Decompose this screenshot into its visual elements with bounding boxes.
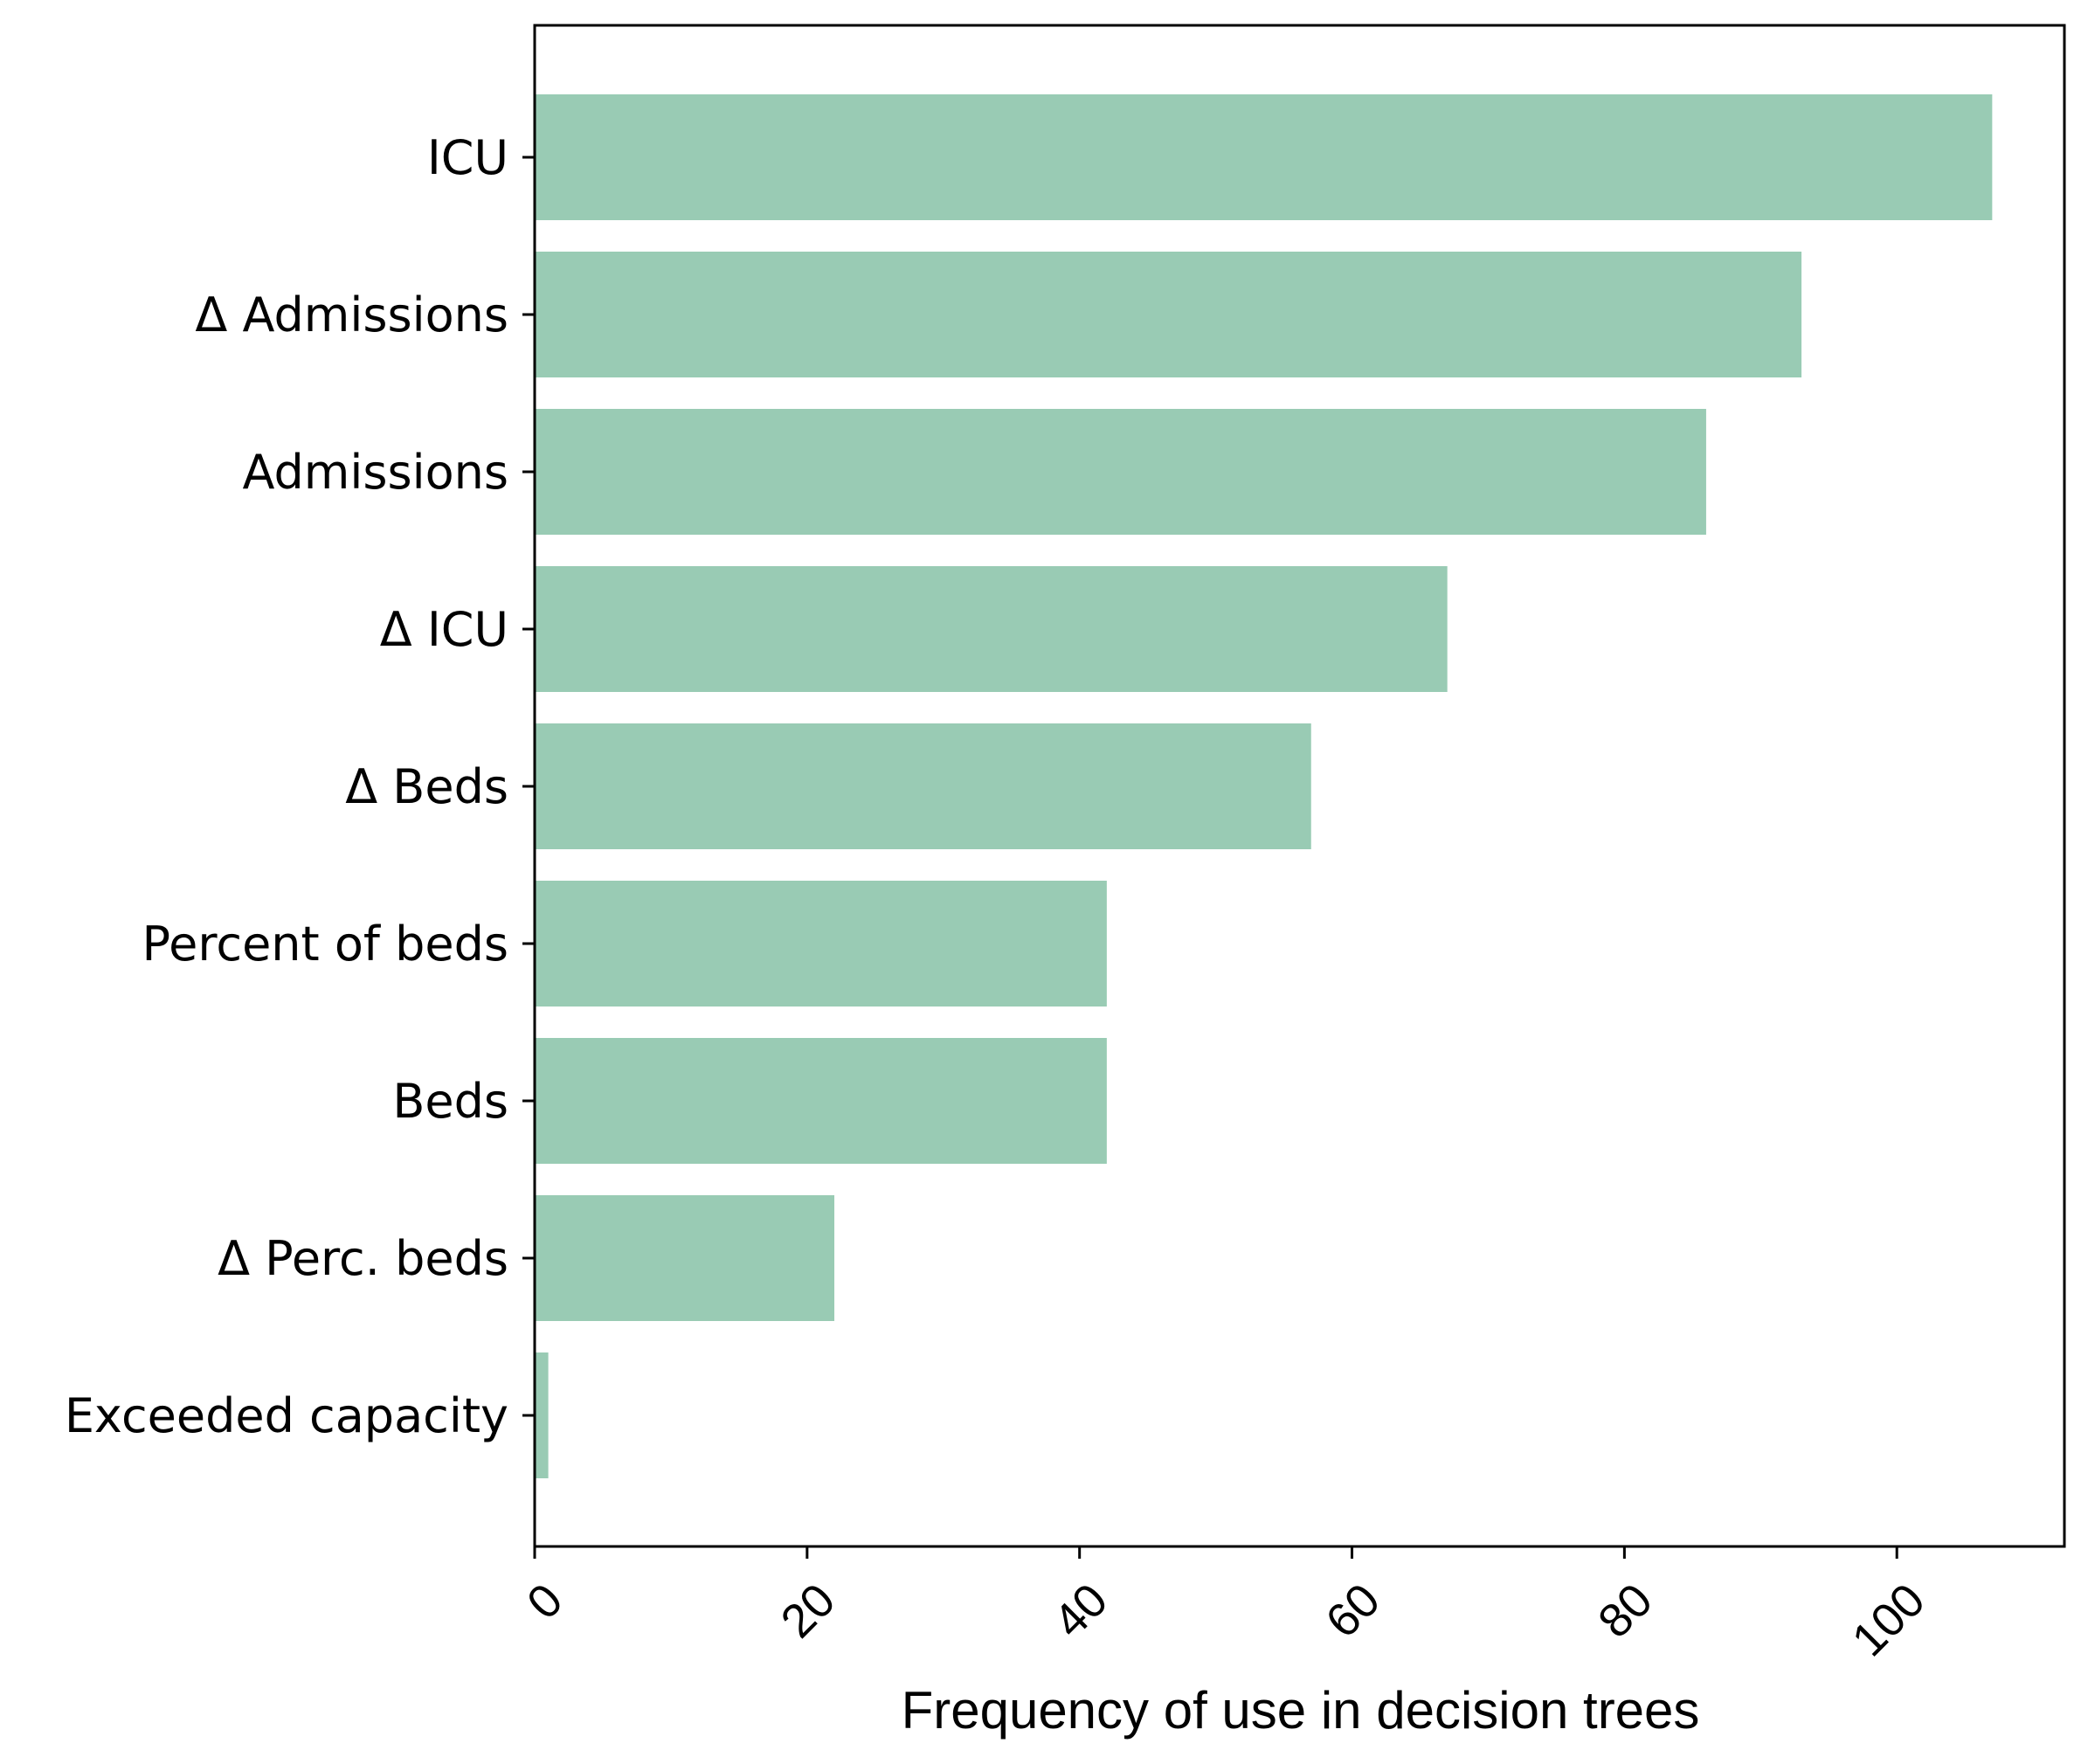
y-tick-label: Exceeded capacity bbox=[65, 1388, 508, 1443]
y-axis: ICU Δ Admissions Admissions Δ ICU Δ Beds Perc… bbox=[65, 130, 535, 1443]
bar-admissions bbox=[535, 409, 1706, 535]
y-tick-label: Δ ICU bbox=[380, 602, 508, 657]
y-tick-label: Beds bbox=[392, 1074, 508, 1129]
y-tick-label: Δ Perc. beds bbox=[218, 1231, 508, 1286]
bar-exceeded-capacity bbox=[535, 1352, 549, 1478]
plot-frame bbox=[533, 24, 2066, 1548]
y-tick-label: Percent of beds bbox=[142, 917, 508, 972]
y-tick-label: ICU bbox=[427, 130, 508, 185]
x-tick-label: 0 bbox=[517, 1574, 573, 1629]
x-tick-label: 80 bbox=[1588, 1574, 1663, 1648]
bar-beds bbox=[535, 723, 1311, 849]
bar-perc-beds bbox=[535, 1195, 835, 1321]
x-tick-label: 20 bbox=[771, 1574, 846, 1648]
y-tick-label: Δ Admissions bbox=[195, 287, 508, 342]
bar-admissions bbox=[535, 252, 1802, 377]
x-axis-title: Frequency of use in decision trees bbox=[902, 1681, 1700, 1740]
bars-group bbox=[535, 94, 1993, 1478]
x-tick-label: 40 bbox=[1043, 1574, 1117, 1648]
x-tick-label: 100 bbox=[1842, 1574, 1935, 1666]
bar-icu bbox=[535, 566, 1448, 692]
y-tick-label: Δ Beds bbox=[345, 759, 508, 814]
x-tick-label: 60 bbox=[1316, 1574, 1390, 1648]
bar-icu bbox=[535, 94, 1993, 220]
bar-beds bbox=[535, 1038, 1107, 1164]
x-axis: 0 20 40 60 80 100 bbox=[517, 1546, 1935, 1666]
y-tick-label: Admissions bbox=[242, 445, 508, 500]
bar-percent-of-beds bbox=[535, 881, 1107, 1007]
